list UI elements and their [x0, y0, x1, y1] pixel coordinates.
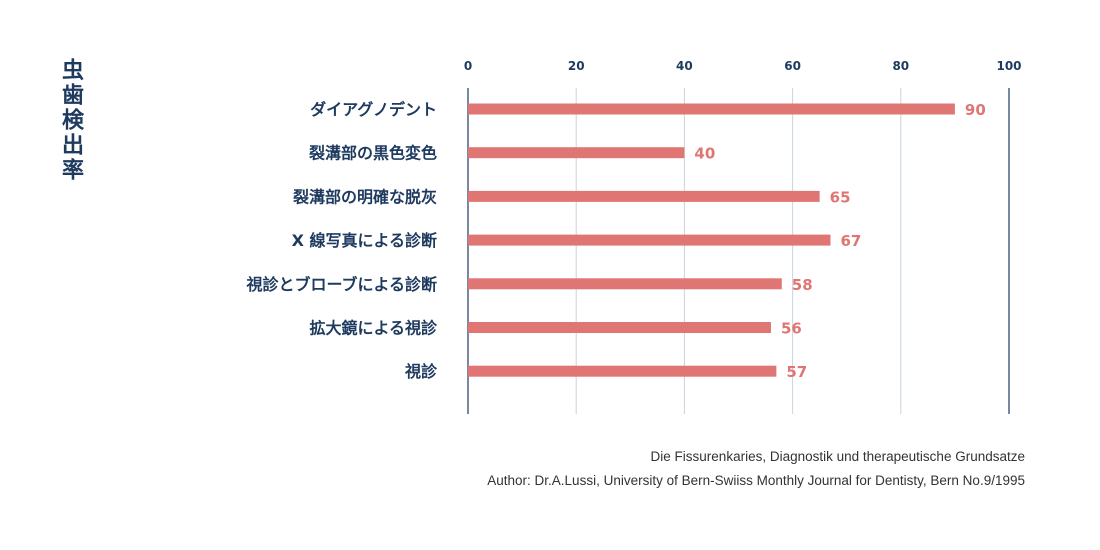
data-label: 56 [781, 320, 802, 338]
grid-layer [467, 88, 1010, 414]
x-tick-label: 0 [464, 59, 472, 73]
x-tick-label: 20 [568, 59, 585, 73]
data-label: 40 [694, 145, 715, 163]
bar [468, 190, 820, 202]
y-axis-title: 虫歯検出率 [58, 58, 83, 183]
category-label: 裂溝部の明確な脱灰 [292, 187, 437, 206]
data-label: 58 [792, 276, 813, 294]
bar [468, 322, 771, 333]
x-tick-label: 80 [892, 59, 909, 73]
data-label: 67 [840, 232, 861, 250]
category-label: X 線写真による診断 [292, 231, 437, 250]
bar [468, 147, 685, 159]
x-tick-label: 60 [784, 59, 801, 73]
category-label: 裂溝部の黒色変色 [308, 144, 437, 163]
label-layer: 0 20 40 60 80 100 ダイアグノデント 90 裂溝部の黒色変色 40 裂溝部の明確な脱… [245, 59, 1021, 381]
x-tick-label: 40 [676, 59, 693, 73]
category-label: 拡大鏡による視診 [309, 319, 438, 338]
data-label: 90 [965, 101, 986, 119]
source-author: Author: Dr.A.Lussi, University of Bern-S… [487, 473, 1025, 488]
x-tick-label: 100 [996, 59, 1021, 73]
source-title: Die Fissurenkaries, Diagnostik und thera… [650, 449, 1025, 464]
bar-layer [468, 103, 955, 377]
bar [468, 103, 955, 115]
category-label: ダイアグノデント [310, 100, 437, 119]
bar [468, 278, 782, 290]
data-label: 57 [786, 363, 807, 381]
category-label: 視診とブローブによる診断 [245, 275, 437, 294]
bar [468, 365, 777, 377]
data-label: 65 [830, 188, 851, 206]
category-label: 視診 [404, 362, 438, 381]
bar [468, 234, 831, 246]
